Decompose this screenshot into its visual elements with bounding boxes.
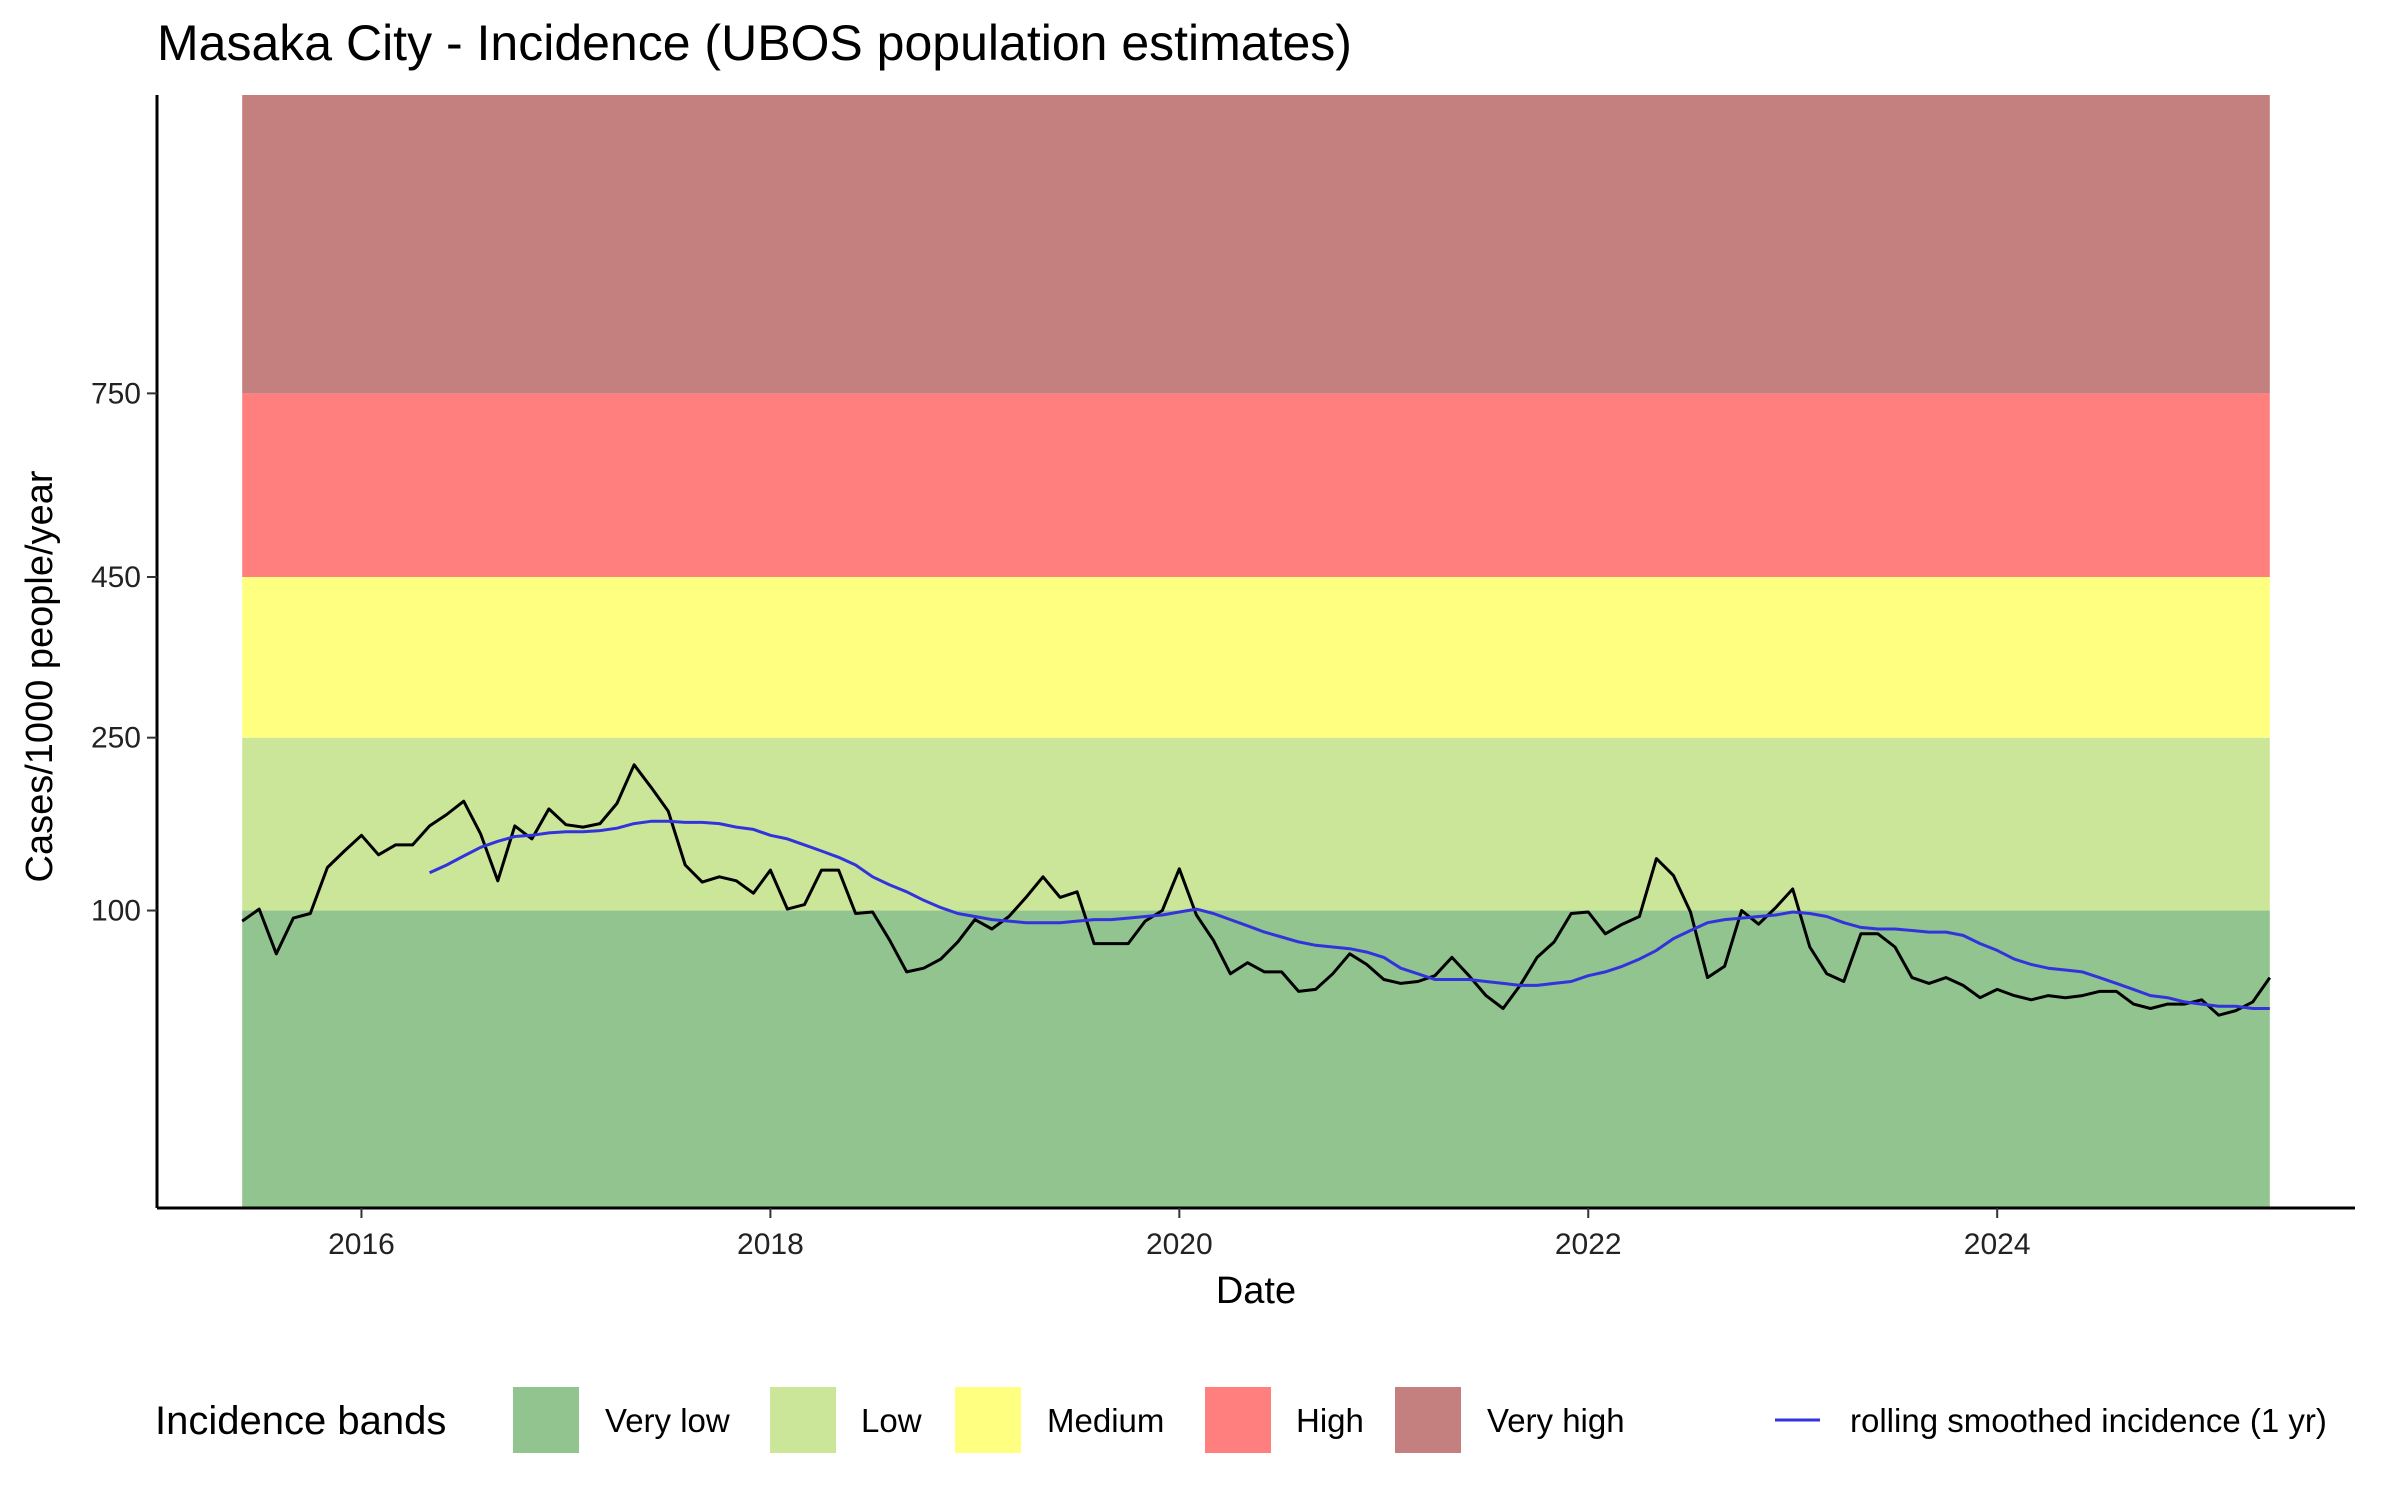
- incidence-bands: [242, 95, 2270, 1208]
- y-tick-label-450: 450: [91, 561, 141, 594]
- band-low: [242, 737, 2270, 911]
- series-line-rolling-smoothed-incidence-1-yr: [428, 819, 2270, 1010]
- legend-label-very-low: Very low: [605, 1402, 730, 1439]
- x-axis-title: Date: [1216, 1270, 1296, 1312]
- legend-key-medium: [955, 1387, 1021, 1453]
- band-high: [242, 393, 2270, 577]
- series-line-incidence: [241, 763, 2272, 1017]
- legend-key-very-high: [1395, 1387, 1461, 1453]
- legend-label-rolling-smoothed-incidence: rolling smoothed incidence (1 yr): [1850, 1402, 2327, 1439]
- series-lines: [241, 763, 2272, 1017]
- band-very-low: [242, 910, 2270, 1208]
- band-very-high: [242, 95, 2270, 394]
- legend-key-high: [1205, 1387, 1271, 1453]
- chart-title: Masaka City - Incidence (UBOS population…: [157, 15, 1352, 71]
- legend: Incidence bands Very low Low Medium High Ver…: [155, 1387, 2327, 1453]
- legend-key-low: [770, 1387, 836, 1453]
- band-medium: [242, 576, 2270, 738]
- x-tick-label-2016: 2016: [328, 1228, 395, 1261]
- x-tick-label-2020: 2020: [1146, 1228, 1213, 1261]
- axes: 100 250 450 750 2016 2018 2020 2022 2024: [91, 95, 2355, 1261]
- y-tick-label-750: 750: [91, 377, 141, 410]
- legend-label-high: High: [1296, 1402, 1364, 1439]
- y-axis-title: Cases/1000 people/year: [19, 470, 61, 882]
- x-tick-label-2024: 2024: [1964, 1228, 2031, 1261]
- legend-key-very-low: [513, 1387, 579, 1453]
- y-tick-label-250: 250: [91, 722, 141, 755]
- legend-title: Incidence bands: [155, 1399, 446, 1443]
- y-tick-label-100: 100: [91, 895, 141, 928]
- legend-label-low: Low: [861, 1402, 922, 1439]
- legend-label-very-high: Very high: [1487, 1402, 1625, 1439]
- x-tick-label-2022: 2022: [1555, 1228, 1622, 1261]
- x-tick-label-2018: 2018: [737, 1228, 804, 1261]
- legend-label-medium: Medium: [1047, 1402, 1164, 1439]
